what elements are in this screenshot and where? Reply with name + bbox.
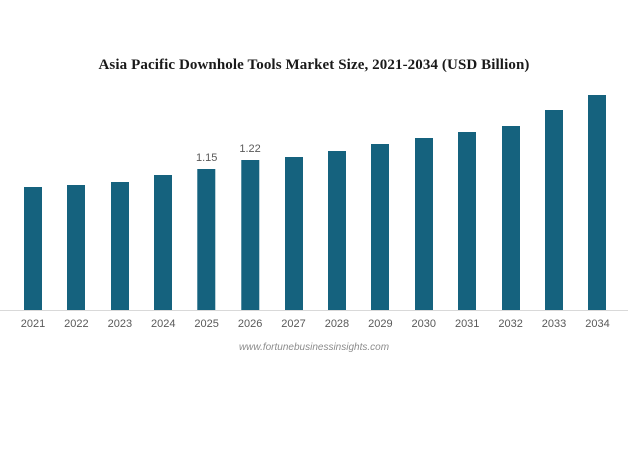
x-tick-2021: 2021 bbox=[20, 318, 46, 330]
bar-2026 bbox=[241, 160, 260, 310]
bar-column-2025: 1.15 bbox=[196, 0, 217, 310]
bar-column-2023 bbox=[110, 0, 129, 310]
bar-2030 bbox=[414, 138, 433, 310]
x-tick-2028: 2028 bbox=[324, 318, 350, 330]
bar-2021 bbox=[24, 187, 42, 310]
bar-column-2028 bbox=[327, 0, 346, 310]
bar-column-2027 bbox=[284, 0, 303, 310]
bar-column-2031 bbox=[458, 0, 477, 310]
x-tick-2033: 2033 bbox=[541, 318, 567, 330]
x-tick-2022: 2022 bbox=[64, 318, 89, 330]
bar-column-2022 bbox=[67, 0, 86, 310]
data-label-2025: 1.15 bbox=[195, 152, 218, 164]
plot-area: 1.15 1.22 bbox=[24, 0, 607, 310]
bar-column-2024 bbox=[154, 0, 173, 310]
x-tick-2026: 2026 bbox=[237, 318, 263, 330]
bar-column-2033 bbox=[545, 0, 564, 310]
x-tick-2023: 2023 bbox=[107, 318, 133, 330]
bar-2031 bbox=[458, 132, 477, 310]
bar-2032 bbox=[501, 126, 520, 310]
bar-column-2021 bbox=[24, 0, 42, 310]
x-tick-2025: 2025 bbox=[194, 318, 219, 330]
x-tick-2032: 2032 bbox=[498, 318, 523, 330]
x-tick-2024: 2024 bbox=[151, 318, 176, 330]
bar-column-2026: 1.22 bbox=[239, 0, 261, 310]
x-tick-2031: 2031 bbox=[454, 318, 480, 330]
x-axis-baseline bbox=[0, 310, 628, 311]
bar-2028 bbox=[327, 151, 346, 310]
watermark-text: www.fortunebusinessinsights.com bbox=[238, 342, 390, 353]
bar-column-2034 bbox=[588, 0, 607, 310]
chart-title: Asia Pacific Downhole Tools Market Size,… bbox=[98, 57, 530, 73]
bar-2023 bbox=[110, 182, 129, 310]
x-tick-2029: 2029 bbox=[368, 318, 393, 330]
x-tick-2030: 2030 bbox=[411, 318, 437, 330]
bar-2025 bbox=[197, 169, 216, 310]
data-label-2026: 1.22 bbox=[239, 143, 261, 155]
bar-2027 bbox=[284, 157, 303, 310]
bar-2034 bbox=[588, 95, 607, 310]
bar-2029 bbox=[371, 144, 390, 310]
bar-column-2030 bbox=[414, 0, 433, 310]
bar-2024 bbox=[154, 175, 173, 310]
x-axis-tick-labels: 2021 2022 2023 2024 2025 2026 2027 2028 2029 2030… bbox=[0, 311, 628, 335]
x-tick-2034: 2034 bbox=[585, 318, 610, 330]
bar-column-2029 bbox=[371, 0, 390, 310]
bar-2022 bbox=[67, 185, 86, 310]
bar-column-2032 bbox=[501, 0, 520, 310]
bar-2033 bbox=[545, 110, 564, 310]
x-tick-2027: 2027 bbox=[281, 318, 306, 330]
